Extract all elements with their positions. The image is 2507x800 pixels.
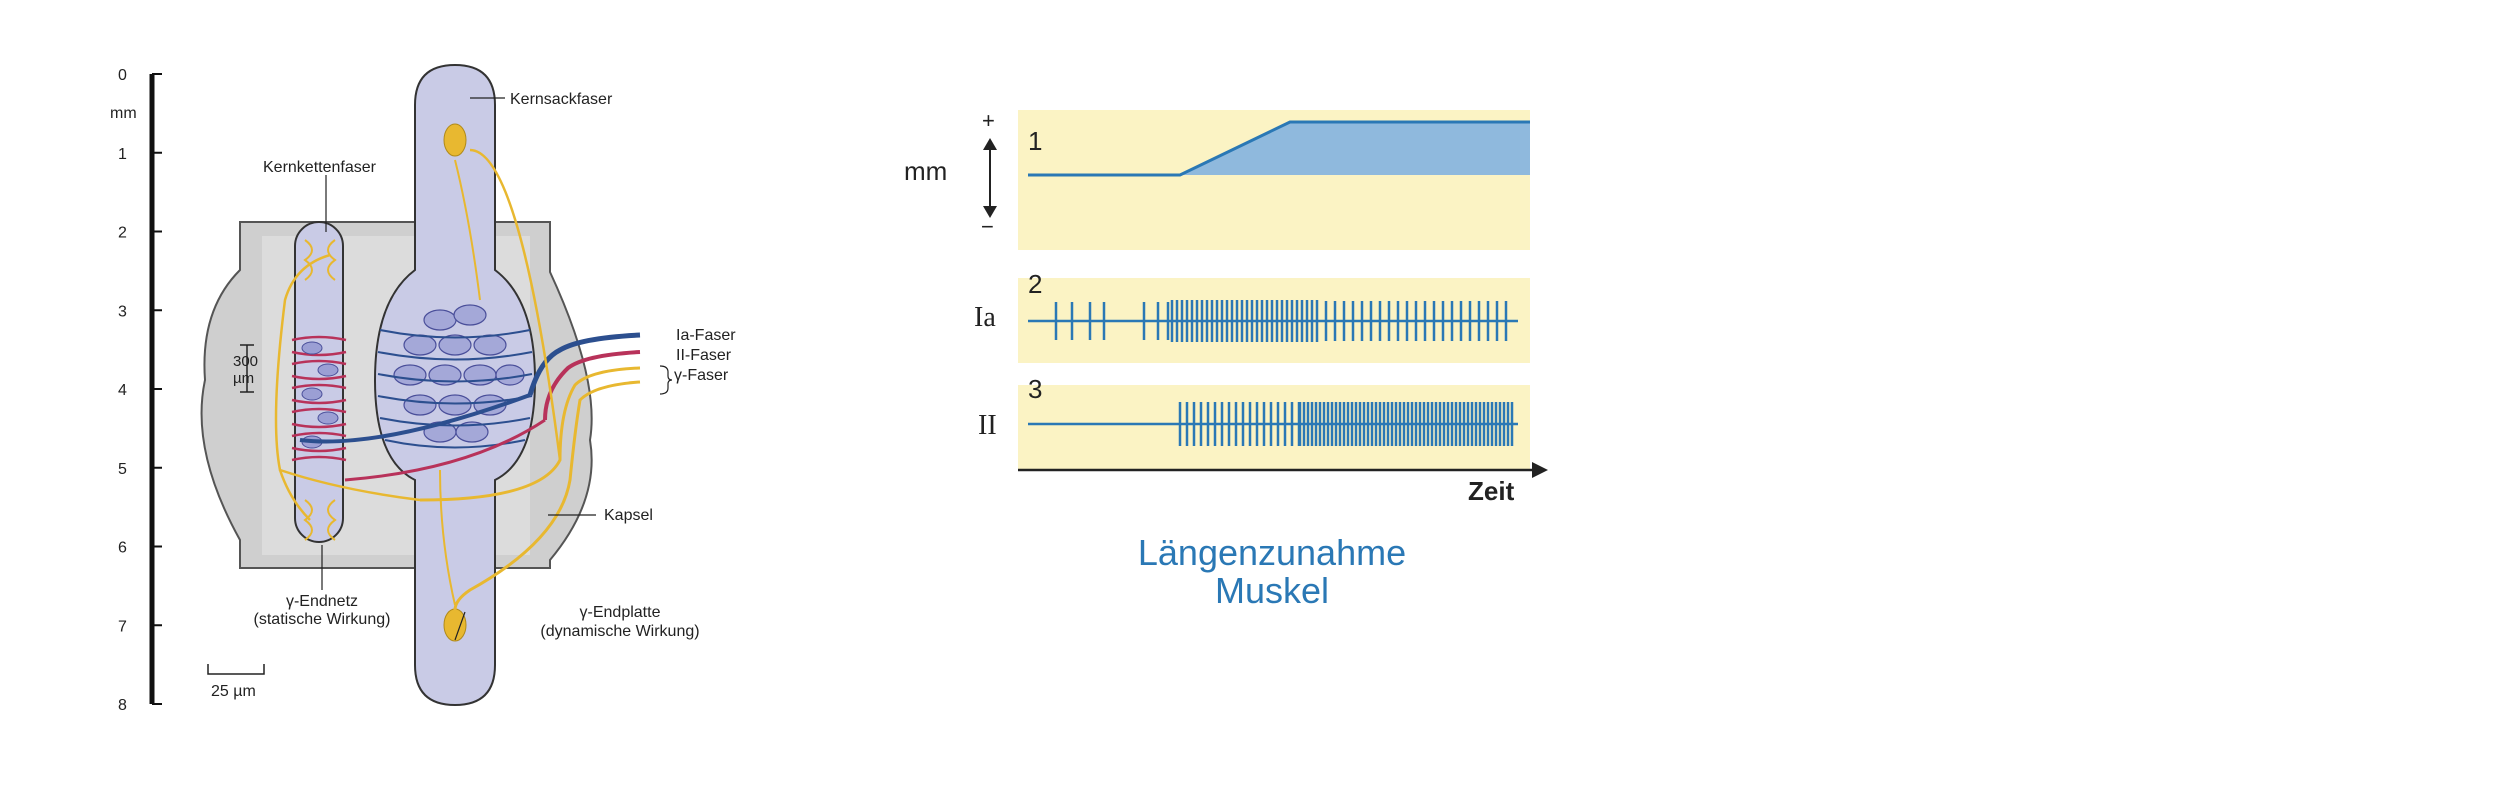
label-gamma-plate-effect: (dynamische Wirkung): [540, 623, 699, 640]
row-number-2: 2: [1028, 269, 1042, 299]
nuclear-chain-fiber: [291, 221, 347, 543]
scale-tick-label: 7: [118, 618, 127, 635]
time-axis: [1018, 462, 1548, 478]
stretch-trace: [1028, 120, 1530, 177]
scalebar-label: 25 µm: [211, 683, 256, 700]
nerve-fibers: [274, 148, 641, 611]
time-axis-label: Zeit: [1468, 476, 1515, 506]
row-label-ia: Ia: [974, 302, 996, 333]
scale-tick-label: 3: [118, 303, 127, 320]
scale-tick-label: 5: [118, 461, 127, 478]
spindle-response-diagram: mm + − 1 2 3 Ia II Zeit Längenzunahme Mu…: [904, 108, 1548, 611]
scale-tick-label: 0: [118, 67, 127, 84]
capsule-width-value: 300: [233, 353, 258, 370]
scale-tick-label: 4: [118, 382, 127, 399]
nuclear-bag-fiber: [373, 63, 537, 707]
length-unit-label: mm: [904, 156, 947, 186]
scale-tick-label: 6: [118, 540, 127, 557]
minus-sign: −: [981, 214, 994, 239]
capsule-width-unit: µm: [233, 370, 254, 387]
callout-lines: [321, 97, 596, 641]
label-gamma-net-effect: (statische Wirkung): [254, 611, 391, 628]
scale-unit-label: mm: [110, 105, 137, 122]
label-gamma-fiber: γ-Faser: [674, 367, 729, 384]
ia-spike-train: [1028, 300, 1518, 342]
scalebar: 25 µm: [207, 664, 265, 700]
length-arrow: [983, 138, 997, 218]
mm-scale-axis: 0 1 2 3 4 5 6 7 8 mm: [110, 67, 162, 714]
ii-spike-train: [1028, 402, 1518, 446]
label-gamma-net: γ-Endnetz: [286, 593, 358, 610]
scale-tick-label: 8: [118, 697, 127, 714]
stretch-fill: [1180, 122, 1530, 175]
muscle-spindle-diagram: 0 1 2 3 4 5 6 7 8 mm: [110, 63, 736, 714]
label-nuclear-bag-fiber: Kernsackfaser: [510, 91, 613, 108]
row-number-3: 3: [1028, 374, 1042, 404]
capsule-width-indicator: 300 µm: [233, 344, 258, 393]
caption-line-2: Muskel: [1215, 570, 1329, 611]
label-ii-fiber: II-Faser: [676, 347, 732, 364]
label-ia-fiber: Ia-Faser: [676, 327, 736, 344]
scale-tick-label: 1: [118, 146, 127, 163]
gamma-fiber-brace: [659, 365, 673, 395]
label-capsule: Kapsel: [604, 507, 653, 524]
scale-ticks: 0 1 2 3 4 5 6 7 8: [118, 67, 162, 714]
caption-line-1: Längenzunahme: [1138, 532, 1406, 573]
scale-tick-label: 2: [118, 225, 127, 242]
row-number-1: 1: [1028, 126, 1042, 156]
label-gamma-plate: γ-Endplatte: [580, 604, 661, 621]
row-label-ii: II: [978, 410, 997, 441]
plus-sign: +: [982, 108, 995, 133]
label-nuclear-chain-fiber: Kernkettenfaser: [263, 159, 377, 176]
